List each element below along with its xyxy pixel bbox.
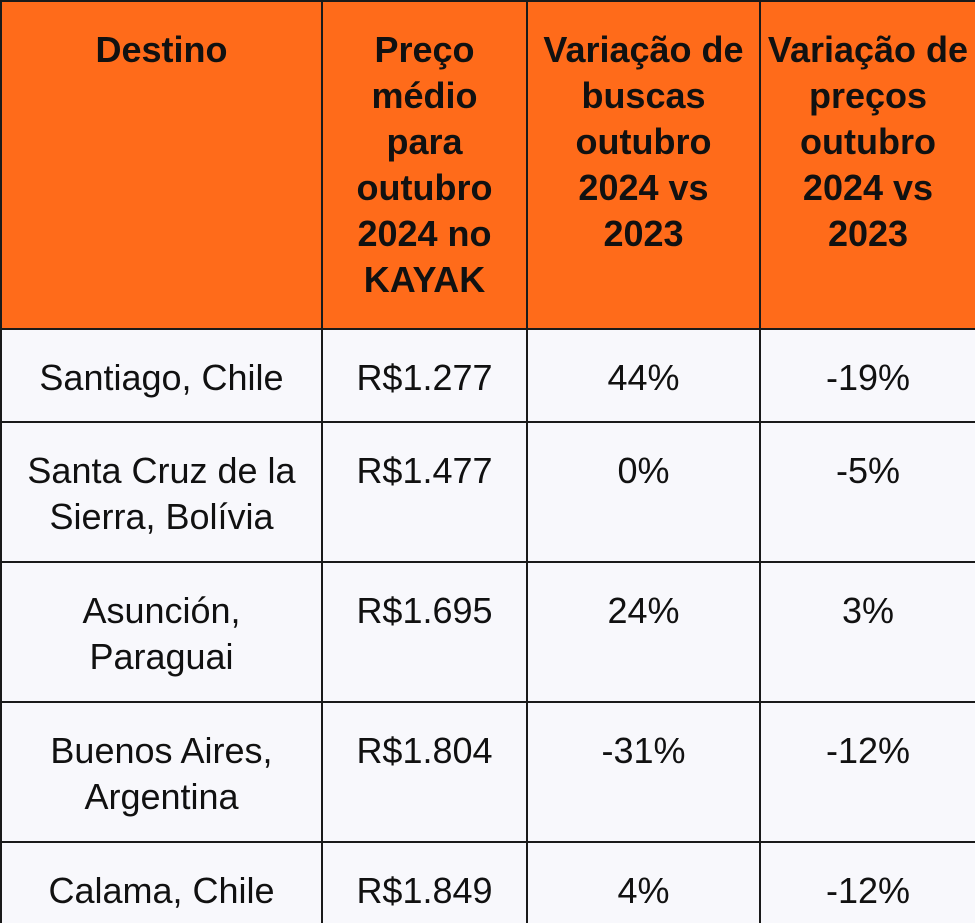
cell-price-change: 3% (759, 561, 975, 703)
cell-search-change: 44% (526, 328, 761, 423)
header-destination-label: Destino (95, 29, 228, 70)
table-row: Buenos Aires, Argentina R$1.804 -31% -12… (0, 701, 975, 843)
header-destination: Destino (0, 0, 323, 330)
table-row: Santiago, Chile R$1.277 44% -19% (0, 328, 975, 423)
header-row: Destino Preço médio para outubro 2024 no… (0, 0, 975, 330)
table-row: Santa Cruz de la Sierra, Bolívia R$1.477… (0, 421, 975, 563)
cell-search-change: 24% (526, 561, 761, 703)
cell-price-change: -12% (759, 701, 975, 843)
table-row: Asunción, Paraguai R$1.695 24% 3% (0, 561, 975, 703)
cell-destination: Buenos Aires, Argentina (0, 701, 323, 843)
cell-price-change: -5% (759, 421, 975, 563)
table-header: Destino Preço médio para outubro 2024 no… (0, 0, 975, 330)
header-search-change: Variação de buscas outubro 2024 vs 2023 (526, 0, 761, 330)
cell-avg-price: R$1.849 (321, 841, 528, 923)
table-body: Santiago, Chile R$1.277 44% -19% Santa C… (0, 328, 975, 923)
header-avg-price: Preço médio para outubro 2024 no KAYAK (321, 0, 528, 330)
table-row: Calama, Chile R$1.849 4% -12% (0, 841, 975, 923)
cell-price-change: -19% (759, 328, 975, 423)
cell-destination: Santa Cruz de la Sierra, Bolívia (0, 421, 323, 563)
cell-avg-price: R$1.695 (321, 561, 528, 703)
cell-search-change: 0% (526, 421, 761, 563)
header-price-change: Variação de preços outubro 2024 vs 2023 (759, 0, 975, 330)
cell-price-change: -12% (759, 841, 975, 923)
cell-avg-price: R$1.477 (321, 421, 528, 563)
cell-destination: Calama, Chile (0, 841, 323, 923)
cell-destination: Santiago, Chile (0, 328, 323, 423)
header-avg-price-label: Preço médio para outubro 2024 no KAYAK (356, 29, 493, 300)
cell-avg-price: R$1.804 (321, 701, 528, 843)
cell-search-change: 4% (526, 841, 761, 923)
cell-search-change: -31% (526, 701, 761, 843)
cell-avg-price: R$1.277 (321, 328, 528, 423)
header-price-change-label: Variação de preços outubro 2024 vs 2023 (767, 29, 969, 254)
cell-destination: Asunción, Paraguai (0, 561, 323, 703)
header-search-change-label: Variação de buscas outubro 2024 vs 2023 (543, 29, 744, 254)
